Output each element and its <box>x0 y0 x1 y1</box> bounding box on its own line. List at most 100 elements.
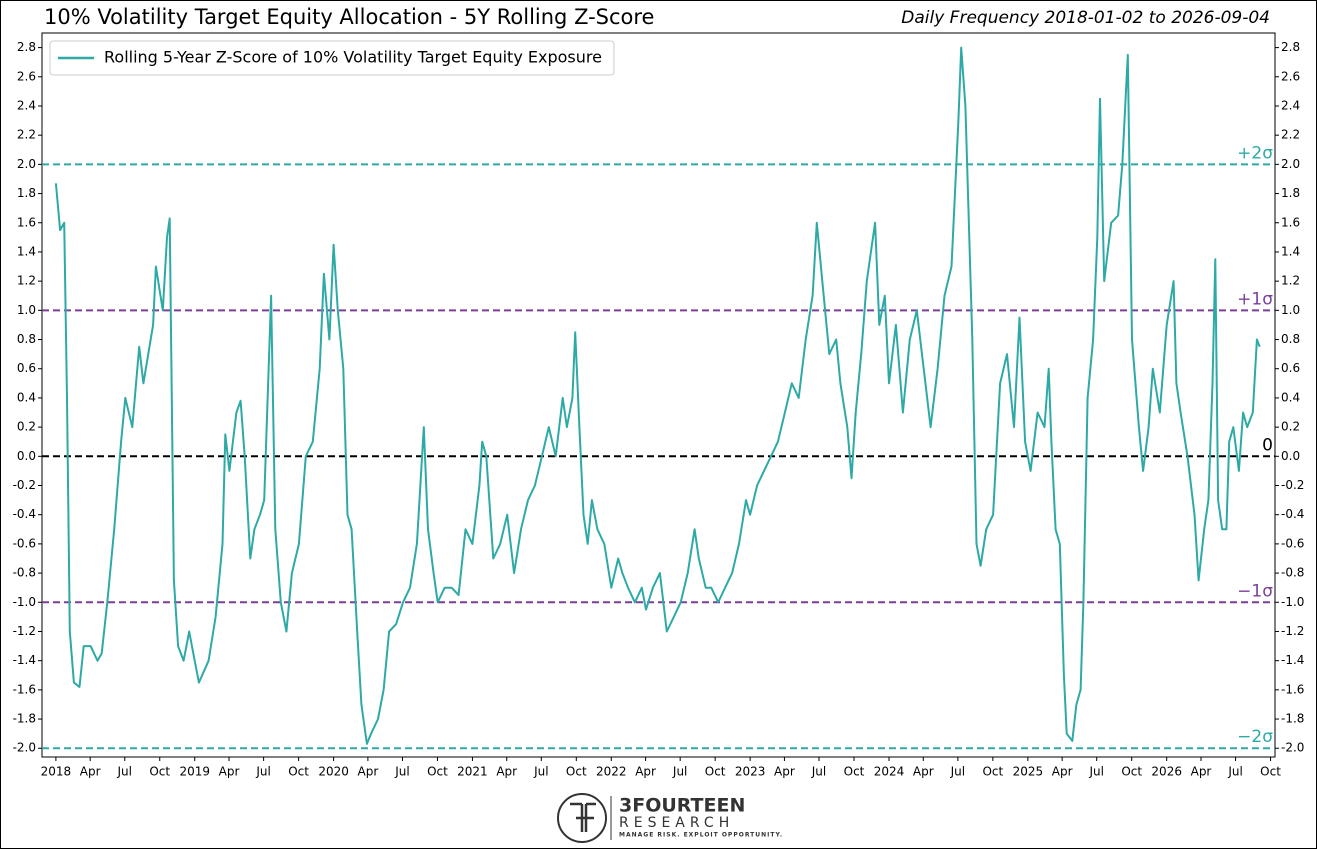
x-tick-label: Oct <box>427 765 448 779</box>
y2-tick-label: -1.4 <box>1281 653 1304 667</box>
y-tick-label: 1.6 <box>17 215 36 229</box>
legend-label: Rolling 5-Year Z-Score of 10% Volatility… <box>104 48 602 67</box>
y2-tick-label: -2.0 <box>1281 741 1304 755</box>
x-tick-label: 2020 <box>318 765 349 779</box>
y2-tick-label: 1.8 <box>1281 186 1300 200</box>
legend-box <box>49 40 615 76</box>
x-tick-label: 2022 <box>596 765 627 779</box>
x-tick-label: Oct <box>1121 765 1142 779</box>
y2-tick-label: -1.2 <box>1281 624 1304 638</box>
logo-sub: RESEARCH <box>619 815 734 831</box>
x-tick-label: Apr <box>1052 765 1073 779</box>
reference-label: +2σ <box>1237 143 1273 163</box>
x-tick-label: Apr <box>913 765 934 779</box>
y2-tick-label: 2.2 <box>1281 128 1300 142</box>
x-tick-label: Jul <box>1227 765 1242 779</box>
logo: 3FOURTEEN RESEARCH MANAGE RISK. EXPLOIT … <box>557 793 783 843</box>
x-tick-label: Jul <box>117 765 132 779</box>
y-tick-label: 1.4 <box>17 244 36 258</box>
logo-tagline: MANAGE RISK. EXPLOIT OPPORTUNITY. <box>619 832 783 839</box>
x-tick-label: 2019 <box>179 765 210 779</box>
y2-tick-label: -0.4 <box>1281 507 1304 521</box>
x-tick-label: 2018 <box>41 765 72 779</box>
reference-label: −2σ <box>1237 727 1273 747</box>
data-line <box>54 46 1261 745</box>
x-tick-label: Jul <box>1088 765 1103 779</box>
x-tick-label: Apr <box>1191 765 1212 779</box>
y2-tick-label: -0.2 <box>1281 478 1304 492</box>
y-tick-label: -1.2 <box>13 624 36 638</box>
y2-tick-label: 2.4 <box>1281 98 1300 112</box>
legend: Rolling 5-Year Z-Score of 10% Volatility… <box>49 40 615 76</box>
y-tick-label: 0.6 <box>17 361 36 375</box>
x-tick-label: 2023 <box>735 765 766 779</box>
x-tick-label: Apr <box>219 765 240 779</box>
y2-tick-label: 1.0 <box>1281 303 1300 317</box>
reference-label: +1σ <box>1237 289 1273 309</box>
y-tick-label: 1.2 <box>17 274 36 288</box>
y-tick-label: -2.0 <box>13 741 36 755</box>
y-tick-label: 2.6 <box>17 69 36 83</box>
plot-area <box>41 32 1276 758</box>
x-tick-label: 2024 <box>874 765 905 779</box>
x-tick-label: Apr <box>358 765 379 779</box>
y-tick-label: -1.6 <box>13 682 36 696</box>
x-tick-label: Oct <box>566 765 587 779</box>
y2-tick-label: 0.8 <box>1281 332 1300 346</box>
chart-subtitle: Daily Frequency 2018-01-02 to 2026-09-04 <box>901 8 1270 28</box>
x-tick-label: Apr <box>496 765 517 779</box>
x-tick-label: Jul <box>950 765 965 779</box>
x-tick-label: Oct <box>705 765 726 779</box>
y2-tick-label: 2.6 <box>1281 69 1300 83</box>
y-tick-label: 0.8 <box>17 332 36 346</box>
y-tick-label: 2.8 <box>17 40 36 54</box>
x-tick-label: Jul <box>394 765 409 779</box>
x-tick-label: Oct <box>982 765 1003 779</box>
logo-mark <box>570 802 596 832</box>
x-tick-label: Apr <box>635 765 656 779</box>
x-tick-label: Oct <box>844 765 865 779</box>
y-tick-label: 2.0 <box>17 157 36 171</box>
y-tick-label: -1.0 <box>13 595 36 609</box>
y2-tick-label: 2.8 <box>1281 40 1300 54</box>
y-tick-label: -1.8 <box>13 712 36 726</box>
y-tick-label: 2.4 <box>17 98 36 112</box>
y-tick-label: 0.4 <box>17 390 36 404</box>
y2-tick-label: -0.8 <box>1281 566 1304 580</box>
y2-tick-label: 2.0 <box>1281 157 1300 171</box>
x-tick-label: Apr <box>774 765 795 779</box>
x-tick-label: Oct <box>1260 765 1281 779</box>
y2-tick-label: 0.0 <box>1281 449 1300 463</box>
x-tick-label: Oct <box>149 765 170 779</box>
y-tick-label: -0.2 <box>13 478 36 492</box>
x-tick-label: Jul <box>255 765 270 779</box>
reference-label: 0 <box>1262 435 1273 455</box>
y2-tick-label: 1.2 <box>1281 274 1300 288</box>
y-tick-label: 1.0 <box>17 303 36 317</box>
y2-tick-label: -1.0 <box>1281 595 1304 609</box>
y2-tick-label: 0.2 <box>1281 420 1300 434</box>
y2-tick-label: 1.6 <box>1281 215 1300 229</box>
y2-tick-label: -1.6 <box>1281 682 1304 696</box>
reference-label: −1σ <box>1237 581 1273 601</box>
x-tick-label: 2021 <box>457 765 488 779</box>
x-tick-label: Apr <box>80 765 101 779</box>
x-tick-label: Jul <box>672 765 687 779</box>
y2-tick-label: -1.8 <box>1281 712 1304 726</box>
y-tick-label: 1.8 <box>17 186 36 200</box>
x-tick-label: Oct <box>288 765 309 779</box>
logo-name: 3FOURTEEN <box>619 795 745 817</box>
x-tick-label: Jul <box>811 765 826 779</box>
y2-tick-label: 0.4 <box>1281 390 1300 404</box>
y-tick-label: -1.4 <box>13 653 36 667</box>
y-tick-label: 0.0 <box>17 449 36 463</box>
y-tick-label: 2.2 <box>17 128 36 142</box>
x-tick-label: Jul <box>533 765 548 779</box>
logo-ring <box>557 793 607 843</box>
chart-title: 10% Volatility Target Equity Allocation … <box>44 5 654 29</box>
y-tick-label: -0.8 <box>13 566 36 580</box>
y-tick-label: -0.6 <box>13 536 36 550</box>
y2-tick-label: 0.6 <box>1281 361 1300 375</box>
